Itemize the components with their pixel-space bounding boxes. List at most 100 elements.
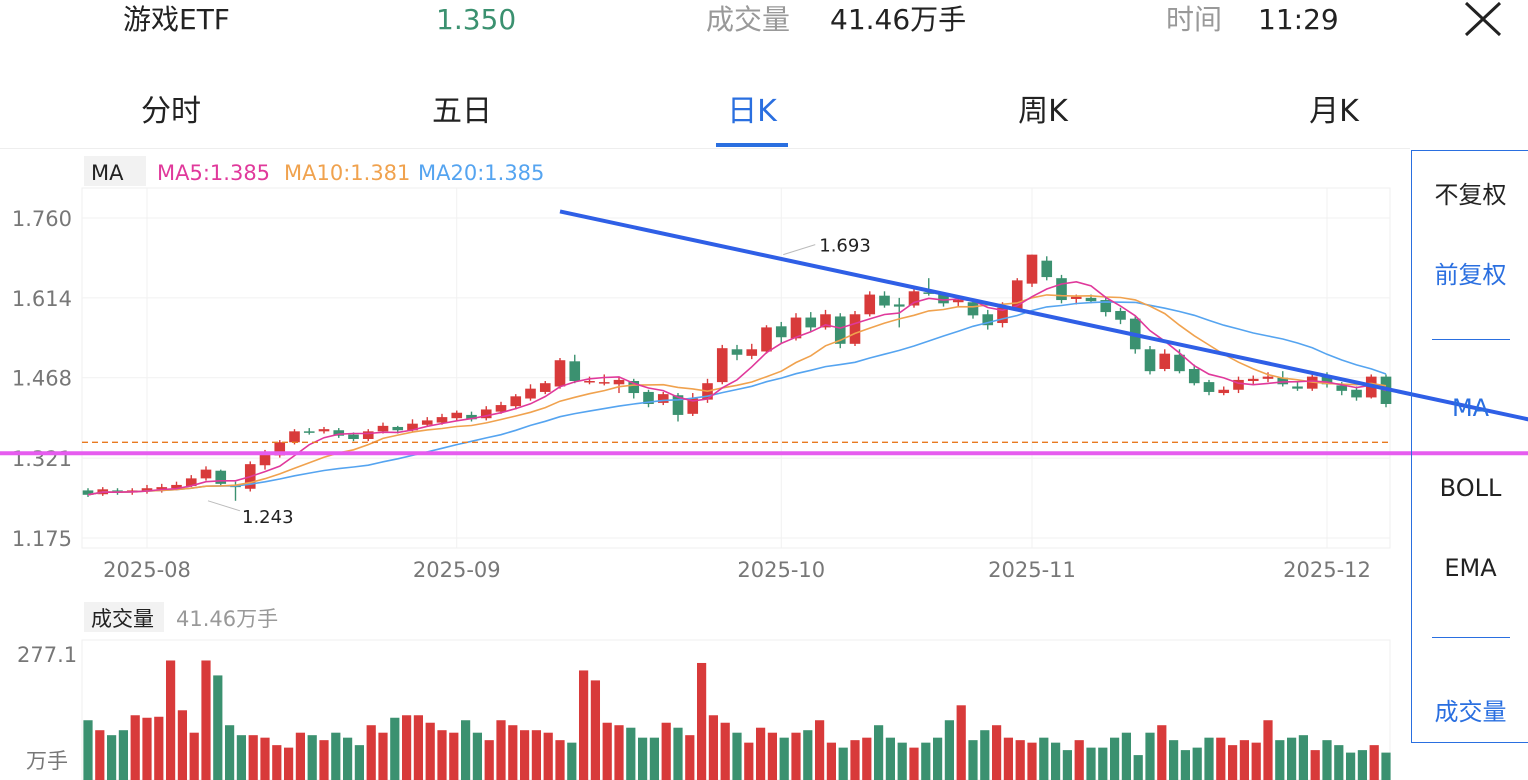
time-value: 11:29 [1258, 3, 1339, 36]
volume-bar [791, 732, 801, 780]
volume-bar [921, 742, 931, 780]
volume-bar [201, 660, 211, 780]
volume-bar [378, 732, 388, 780]
volume-bar [1098, 747, 1108, 780]
volume-bar [649, 737, 660, 780]
side-divider [1432, 339, 1510, 340]
annotation-leader [207, 500, 241, 512]
candle-body [525, 388, 536, 399]
candle-body [495, 405, 507, 412]
volume-bar [932, 737, 943, 780]
option-no-adjust[interactable]: 不复权 [1434, 181, 1507, 209]
volume-bar [496, 720, 506, 780]
volume-bar [390, 717, 400, 780]
volume-bar [1086, 747, 1096, 780]
ma-lines [87, 280, 1387, 496]
candle-body [466, 414, 477, 420]
candle-body [289, 431, 300, 443]
volume-bar [1015, 740, 1025, 780]
price-axis: 1.760 1.614 1.468 1.321 1.175 [12, 207, 72, 551]
option-boll[interactable]: BOLL [1439, 474, 1502, 502]
candle-body [938, 294, 949, 304]
volume-bar [189, 732, 199, 780]
volume-bar [224, 725, 235, 780]
volume-bar [614, 725, 624, 780]
close-button[interactable] [1462, 0, 1506, 40]
candle-body [893, 304, 905, 307]
volume-bar [1145, 732, 1155, 780]
volume-bars [83, 660, 1391, 780]
candle-body [259, 453, 271, 466]
volume-bar [449, 732, 459, 780]
candle-body [200, 469, 212, 479]
volume-bar [673, 727, 683, 780]
candle-body [1292, 386, 1303, 389]
volume-bar [1027, 742, 1037, 780]
volume-bar [236, 735, 247, 780]
option-forward-adjust[interactable]: 前复权 [1434, 261, 1507, 289]
candle-body [864, 294, 876, 315]
ma10-line [87, 294, 1387, 496]
candle-body [761, 327, 772, 352]
x-tick-label: 2025-10 [737, 558, 825, 582]
volume-max-tick: 277.1 [17, 643, 77, 667]
option-volume[interactable]: 成交量 [1434, 698, 1507, 726]
tab-daily-k[interactable]: 日K [727, 94, 777, 129]
candle-body [1188, 368, 1200, 384]
ma-legend-box[interactable] [84, 156, 146, 186]
tab-monthly-k[interactable]: 月K [1309, 94, 1359, 129]
candle-body [348, 434, 359, 439]
security-name: 游戏ETF [123, 3, 230, 36]
candle-body [1351, 389, 1362, 398]
date-axis: 2025-08 2025-09 2025-10 2025-11 2025-12 [103, 558, 1371, 582]
candle-body [377, 425, 389, 432]
x-tick-label: 2025-08 [103, 558, 191, 582]
tab-weekly-k[interactable]: 周K [1018, 94, 1068, 129]
volume-bar [708, 715, 719, 780]
candle-body [1247, 378, 1259, 382]
candle-body [1321, 376, 1333, 385]
volume-bar [590, 680, 601, 780]
volume-bar [95, 730, 105, 780]
volume-bar [1239, 740, 1250, 780]
time-label: 时间 [1166, 3, 1223, 36]
ma20-line [87, 301, 1387, 496]
candle-body [967, 302, 979, 316]
option-ma[interactable]: MA [1451, 394, 1490, 422]
volume-bar [106, 735, 117, 780]
candle-body [82, 490, 94, 495]
candle-body [215, 470, 227, 484]
y-tick-label: 1.321 [12, 447, 72, 471]
volume-bar [307, 735, 317, 780]
y-tick-label: 1.760 [12, 207, 72, 231]
volume-bar [626, 727, 636, 780]
candle-body [480, 409, 492, 419]
volume-bar [838, 747, 848, 780]
candle-body [171, 484, 182, 489]
volume-bar [213, 675, 223, 780]
candle-body [598, 382, 610, 384]
annotation-leader [783, 244, 816, 256]
candle-body [303, 431, 315, 433]
volume-bar [897, 742, 907, 780]
volume-bar [862, 737, 872, 780]
candle-body [834, 316, 846, 344]
volume-legend-box[interactable] [84, 602, 164, 632]
candle-body [1262, 376, 1274, 379]
candle-body [141, 488, 153, 492]
volume-bar [720, 722, 730, 780]
candle-body [923, 292, 935, 294]
option-ema[interactable]: EMA [1444, 554, 1497, 582]
volume-bar [1180, 750, 1191, 780]
volume-bar [1062, 750, 1073, 780]
volume-bar [401, 715, 412, 780]
candle-body [392, 426, 404, 431]
tab-intraday[interactable]: 分时 [141, 94, 201, 129]
candle-body [333, 430, 345, 436]
volume-panel-value: 41.46万手 [176, 607, 278, 631]
last-price: 1.350 [436, 3, 517, 36]
candle-body [1070, 296, 1082, 299]
volume-bar [1227, 745, 1238, 780]
tab-five-day[interactable]: 五日 [432, 94, 492, 129]
